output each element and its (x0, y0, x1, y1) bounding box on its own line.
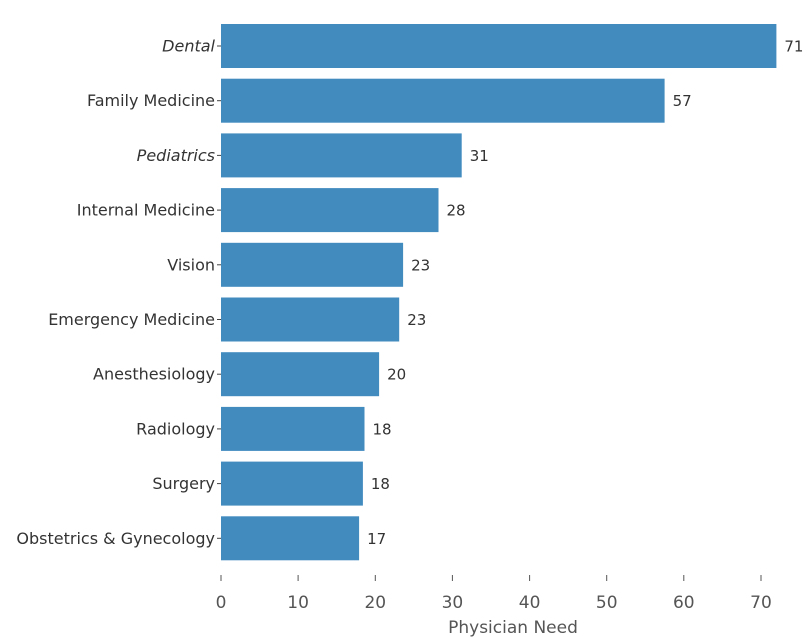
bar (221, 516, 360, 561)
bar (221, 24, 777, 68)
category-label: Anesthesiology (93, 365, 215, 384)
bar (221, 242, 404, 287)
x-tick-label: 0 (216, 593, 227, 613)
value-label: 31 (470, 147, 489, 165)
bars-group (217, 24, 777, 561)
x-tick-label: 10 (287, 593, 309, 613)
value-label: 28 (447, 202, 466, 220)
category-label: Dental (162, 37, 215, 56)
x-axis: 0 10 20 30 40 50 60 70 (216, 575, 772, 613)
category-label: Family Medicine (87, 91, 215, 110)
x-tick-label: 30 (442, 593, 464, 613)
value-label: 18 (371, 475, 390, 493)
category-labels-group: Dental Family Medicine Pediatrics Internal … (16, 37, 215, 548)
bar (221, 406, 365, 451)
bar (221, 133, 462, 178)
bar (221, 297, 400, 342)
value-label: 23 (407, 311, 426, 329)
value-label: 23 (411, 256, 430, 274)
value-labels-group: 71 57 31 28 23 23 20 18 18 17 (367, 38, 803, 548)
x-tick-label: 70 (750, 593, 772, 613)
category-label: Emergency Medicine (48, 310, 215, 329)
bar (221, 461, 363, 506)
bar (221, 78, 665, 123)
value-label: 20 (387, 366, 406, 384)
x-tick-label: 20 (364, 593, 386, 613)
bar (221, 352, 380, 397)
x-tick-label: 60 (673, 593, 695, 613)
x-tick-label: 40 (519, 593, 541, 613)
value-label: 71 (784, 38, 803, 56)
category-label: Internal Medicine (77, 201, 215, 220)
category-label: Radiology (136, 419, 215, 438)
category-label: Obstetrics & Gynecology (16, 529, 215, 548)
value-label: 57 (673, 92, 692, 110)
bar (221, 188, 439, 233)
value-label: 17 (367, 530, 386, 548)
category-label: Pediatrics (137, 146, 215, 165)
category-label: Vision (167, 255, 215, 274)
x-axis-title: Physician Need (448, 618, 578, 637)
x-tick-label: 50 (596, 593, 618, 613)
value-label: 18 (373, 420, 392, 438)
category-label: Surgery (152, 474, 215, 493)
